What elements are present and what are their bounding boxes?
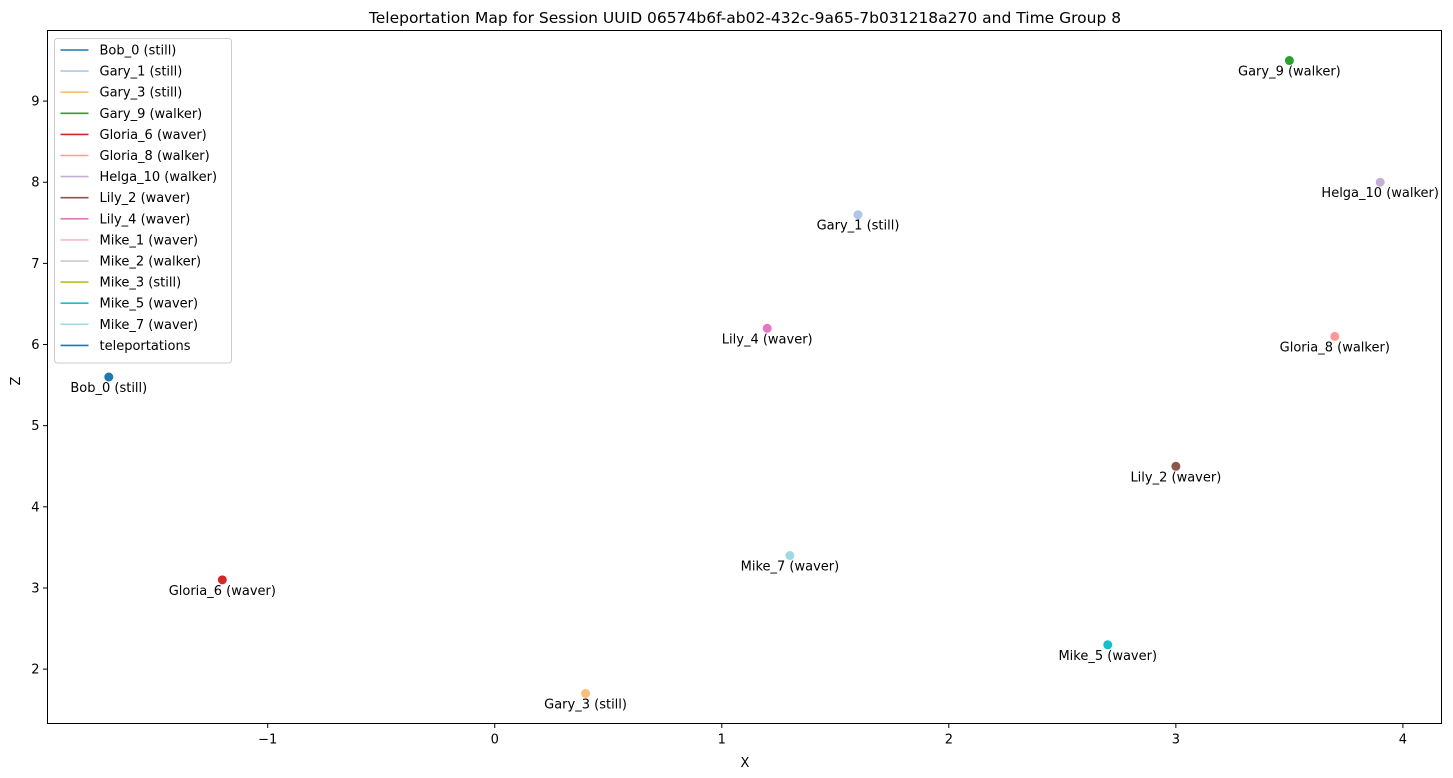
y-tick-label: 5 [31, 419, 39, 434]
data-points [104, 56, 1385, 698]
legend-entry-gary-3-still: Gary_3 (still) [100, 86, 183, 101]
point-gary-3-still [581, 688, 591, 698]
x-tick-label: 1 [718, 733, 726, 748]
ticks: −1 0 1 2 3 4 2 3 4 5 6 7 8 9 [31, 95, 1407, 748]
point-mike-5-waver [1103, 640, 1113, 650]
y-tick-label: 8 [31, 176, 39, 191]
legend-entry-gary-1-still: Gary_1 (still) [100, 65, 183, 80]
point-label-gloria-6-waver: Gloria_6 (waver) [169, 584, 276, 599]
point-label-gary-3-still: Gary_3 (still) [544, 697, 627, 712]
plot-area-frame [47, 30, 1442, 724]
point-label-lily-4-waver: Lily_4 (waver) [722, 332, 813, 347]
point-label-mike-7-waver: Mike_7 (waver) [741, 560, 840, 575]
point-gloria-8-walker [1330, 331, 1340, 341]
legend-entry-mike-2-walker: Mike_2 (walker) [100, 255, 202, 270]
point-label-helga-10-walker: Helga_10 (walker) [1321, 186, 1439, 201]
y-tick-label: 9 [31, 95, 39, 110]
point-label-gloria-8-walker: Gloria_8 (walker) [1280, 340, 1390, 355]
y-tick-label: 7 [31, 257, 39, 272]
x-tick-label: 0 [491, 733, 499, 748]
point-label-gary-1-still: Gary_1 (still) [817, 219, 900, 234]
legend-entry-mike-7-waver: Mike_7 (waver) [100, 318, 199, 333]
y-tick-label: 6 [31, 338, 39, 353]
point-helga-10-walker [1375, 177, 1385, 187]
legend-entry-mike-3-still: Mike_3 (still) [100, 276, 182, 291]
point-label-mike-5-waver: Mike_5 (waver) [1058, 649, 1157, 664]
x-tick-label: 2 [945, 733, 953, 748]
point-label-bob-0-still: Bob_0 (still) [70, 381, 147, 396]
point-gary-9-walker [1284, 56, 1294, 66]
legend-entry-teleportations: teleportations [100, 339, 191, 354]
legend-entry-gloria-8-walker: Gloria_8 (walker) [100, 149, 210, 164]
legend-entry-gloria-6-waver: Gloria_6 (waver) [100, 128, 207, 143]
x-tick-label: 3 [1172, 733, 1180, 748]
point-label-lily-2-waver: Lily_2 (waver) [1130, 470, 1221, 485]
x-tick-label: −1 [258, 733, 277, 748]
point-lily-2-waver [1171, 461, 1181, 471]
point-lily-4-waver [762, 323, 772, 333]
point-mike-7-waver [785, 551, 795, 561]
point-labels: Bob_0 (still) Gary_1 (still) Gary_3 (still… [70, 65, 1439, 713]
legend-frame [54, 38, 232, 364]
legend: Bob_0 (still) Gary_1 (still) Gary_3 (still… [54, 38, 232, 364]
legend-entry-helga-10-walker: Helga_10 (walker) [100, 170, 218, 185]
point-bob-0-still [104, 372, 114, 382]
x-tick-label: 4 [1399, 733, 1407, 748]
legend-entry-gary-9-walker: Gary_9 (walker) [100, 107, 203, 122]
legend-entry-bob-0-still: Bob_0 (still) [100, 44, 177, 59]
y-tick-label: 2 [31, 663, 39, 678]
y-tick-label: 3 [31, 581, 39, 596]
chart-title: Teleportation Map for Session UUID 06574… [368, 9, 1121, 27]
legend-entry-lily-4-waver: Lily_4 (waver) [100, 212, 191, 227]
legend-entry-mike-5-waver: Mike_5 (waver) [100, 297, 199, 312]
x-axis-label: X [741, 756, 750, 771]
legend-entry-lily-2-waver: Lily_2 (waver) [100, 191, 191, 206]
point-gary-1-still [853, 210, 863, 220]
y-tick-label: 4 [31, 500, 39, 515]
point-gloria-6-waver [217, 575, 227, 585]
point-label-gary-9-walker: Gary_9 (walker) [1238, 65, 1341, 80]
y-axis-label: Z [9, 376, 24, 385]
legend-entry-mike-1-waver: Mike_1 (waver) [100, 233, 199, 248]
